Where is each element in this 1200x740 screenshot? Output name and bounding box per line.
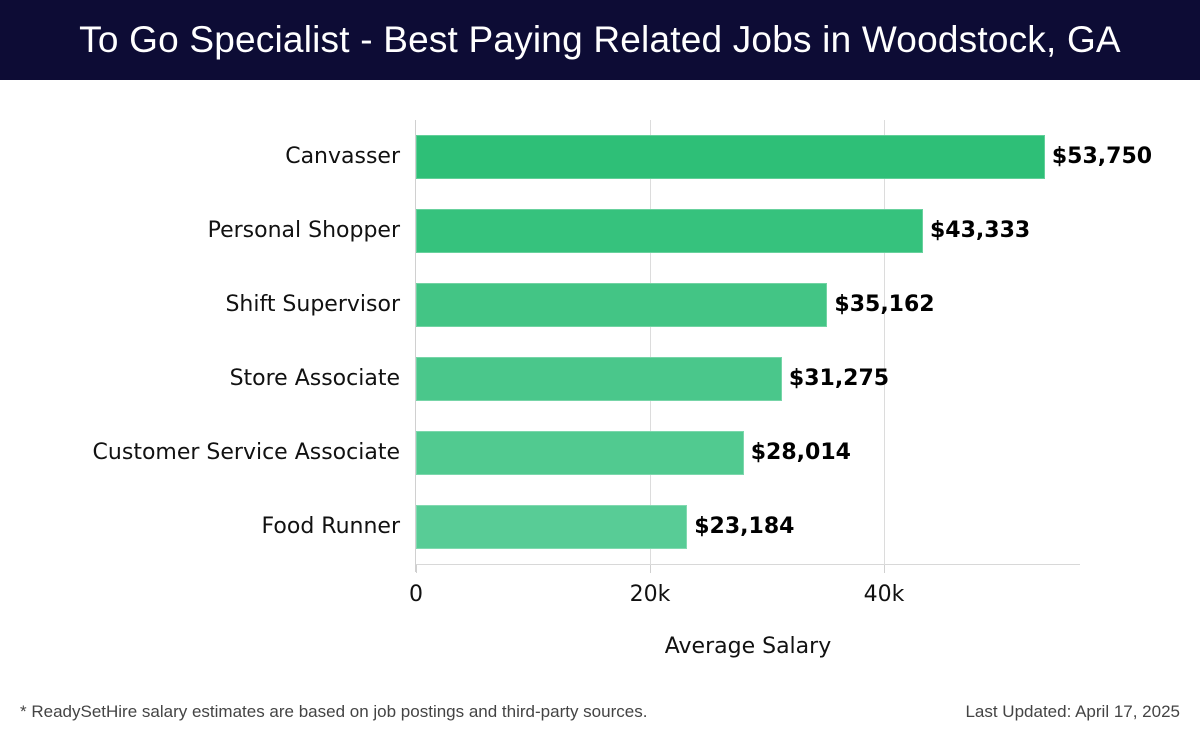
- gridline: [650, 120, 651, 565]
- bar: [416, 357, 782, 401]
- bar: [416, 431, 744, 475]
- value-label: $31,275: [788, 366, 890, 391]
- x-tick-label: 40k: [863, 582, 905, 607]
- bar-row: Shift Supervisor $35,162: [0, 283, 1200, 327]
- x-tick: [884, 565, 885, 573]
- value-label: $23,184: [694, 514, 795, 539]
- footer-disclaimer: * ReadySetHire salary estimates are base…: [20, 702, 648, 721]
- category-label: Canvasser: [285, 144, 400, 169]
- value-label: $28,014: [750, 440, 851, 465]
- x-tick: [650, 565, 651, 573]
- category-label: Store Associate: [229, 366, 400, 391]
- bar: [416, 209, 923, 253]
- x-tick: [416, 565, 417, 573]
- chart-header: To Go Specialist - Best Paying Related J…: [0, 0, 1200, 80]
- bar-row: Personal Shopper $43,333: [0, 209, 1200, 253]
- value-label: $35,162: [834, 292, 935, 317]
- footer-last-updated: Last Updated: April 17, 2025: [965, 702, 1180, 721]
- bar-row: Food Runner $23,184: [0, 505, 1200, 549]
- x-tick-label: 0: [409, 582, 423, 607]
- bar: [416, 283, 828, 327]
- x-tick-label: 20k: [629, 582, 671, 607]
- gridline: [884, 120, 885, 565]
- category-label: Shift Supervisor: [225, 292, 400, 317]
- bar: [416, 505, 688, 549]
- category-label: Customer Service Associate: [92, 440, 400, 465]
- bar-row: Canvasser $53,750: [0, 135, 1200, 179]
- category-label: Personal Shopper: [207, 218, 400, 243]
- category-label: Food Runner: [261, 514, 400, 539]
- value-label: $53,750: [1051, 144, 1153, 169]
- x-axis-line: [416, 564, 1080, 565]
- x-axis-label: Average Salary: [664, 634, 832, 659]
- value-label: $43,333: [929, 218, 1031, 243]
- bar: [416, 135, 1045, 179]
- y-axis-line: [415, 120, 416, 572]
- bar-chart: 0 20k 40k Canvasser $53,750 Personal Shopper…: [0, 80, 1200, 680]
- bar-row: Store Associate $31,275: [0, 357, 1200, 401]
- bar-row: Customer Service Associate $28,014: [0, 431, 1200, 475]
- chart-title: To Go Specialist - Best Paying Related J…: [79, 19, 1121, 60]
